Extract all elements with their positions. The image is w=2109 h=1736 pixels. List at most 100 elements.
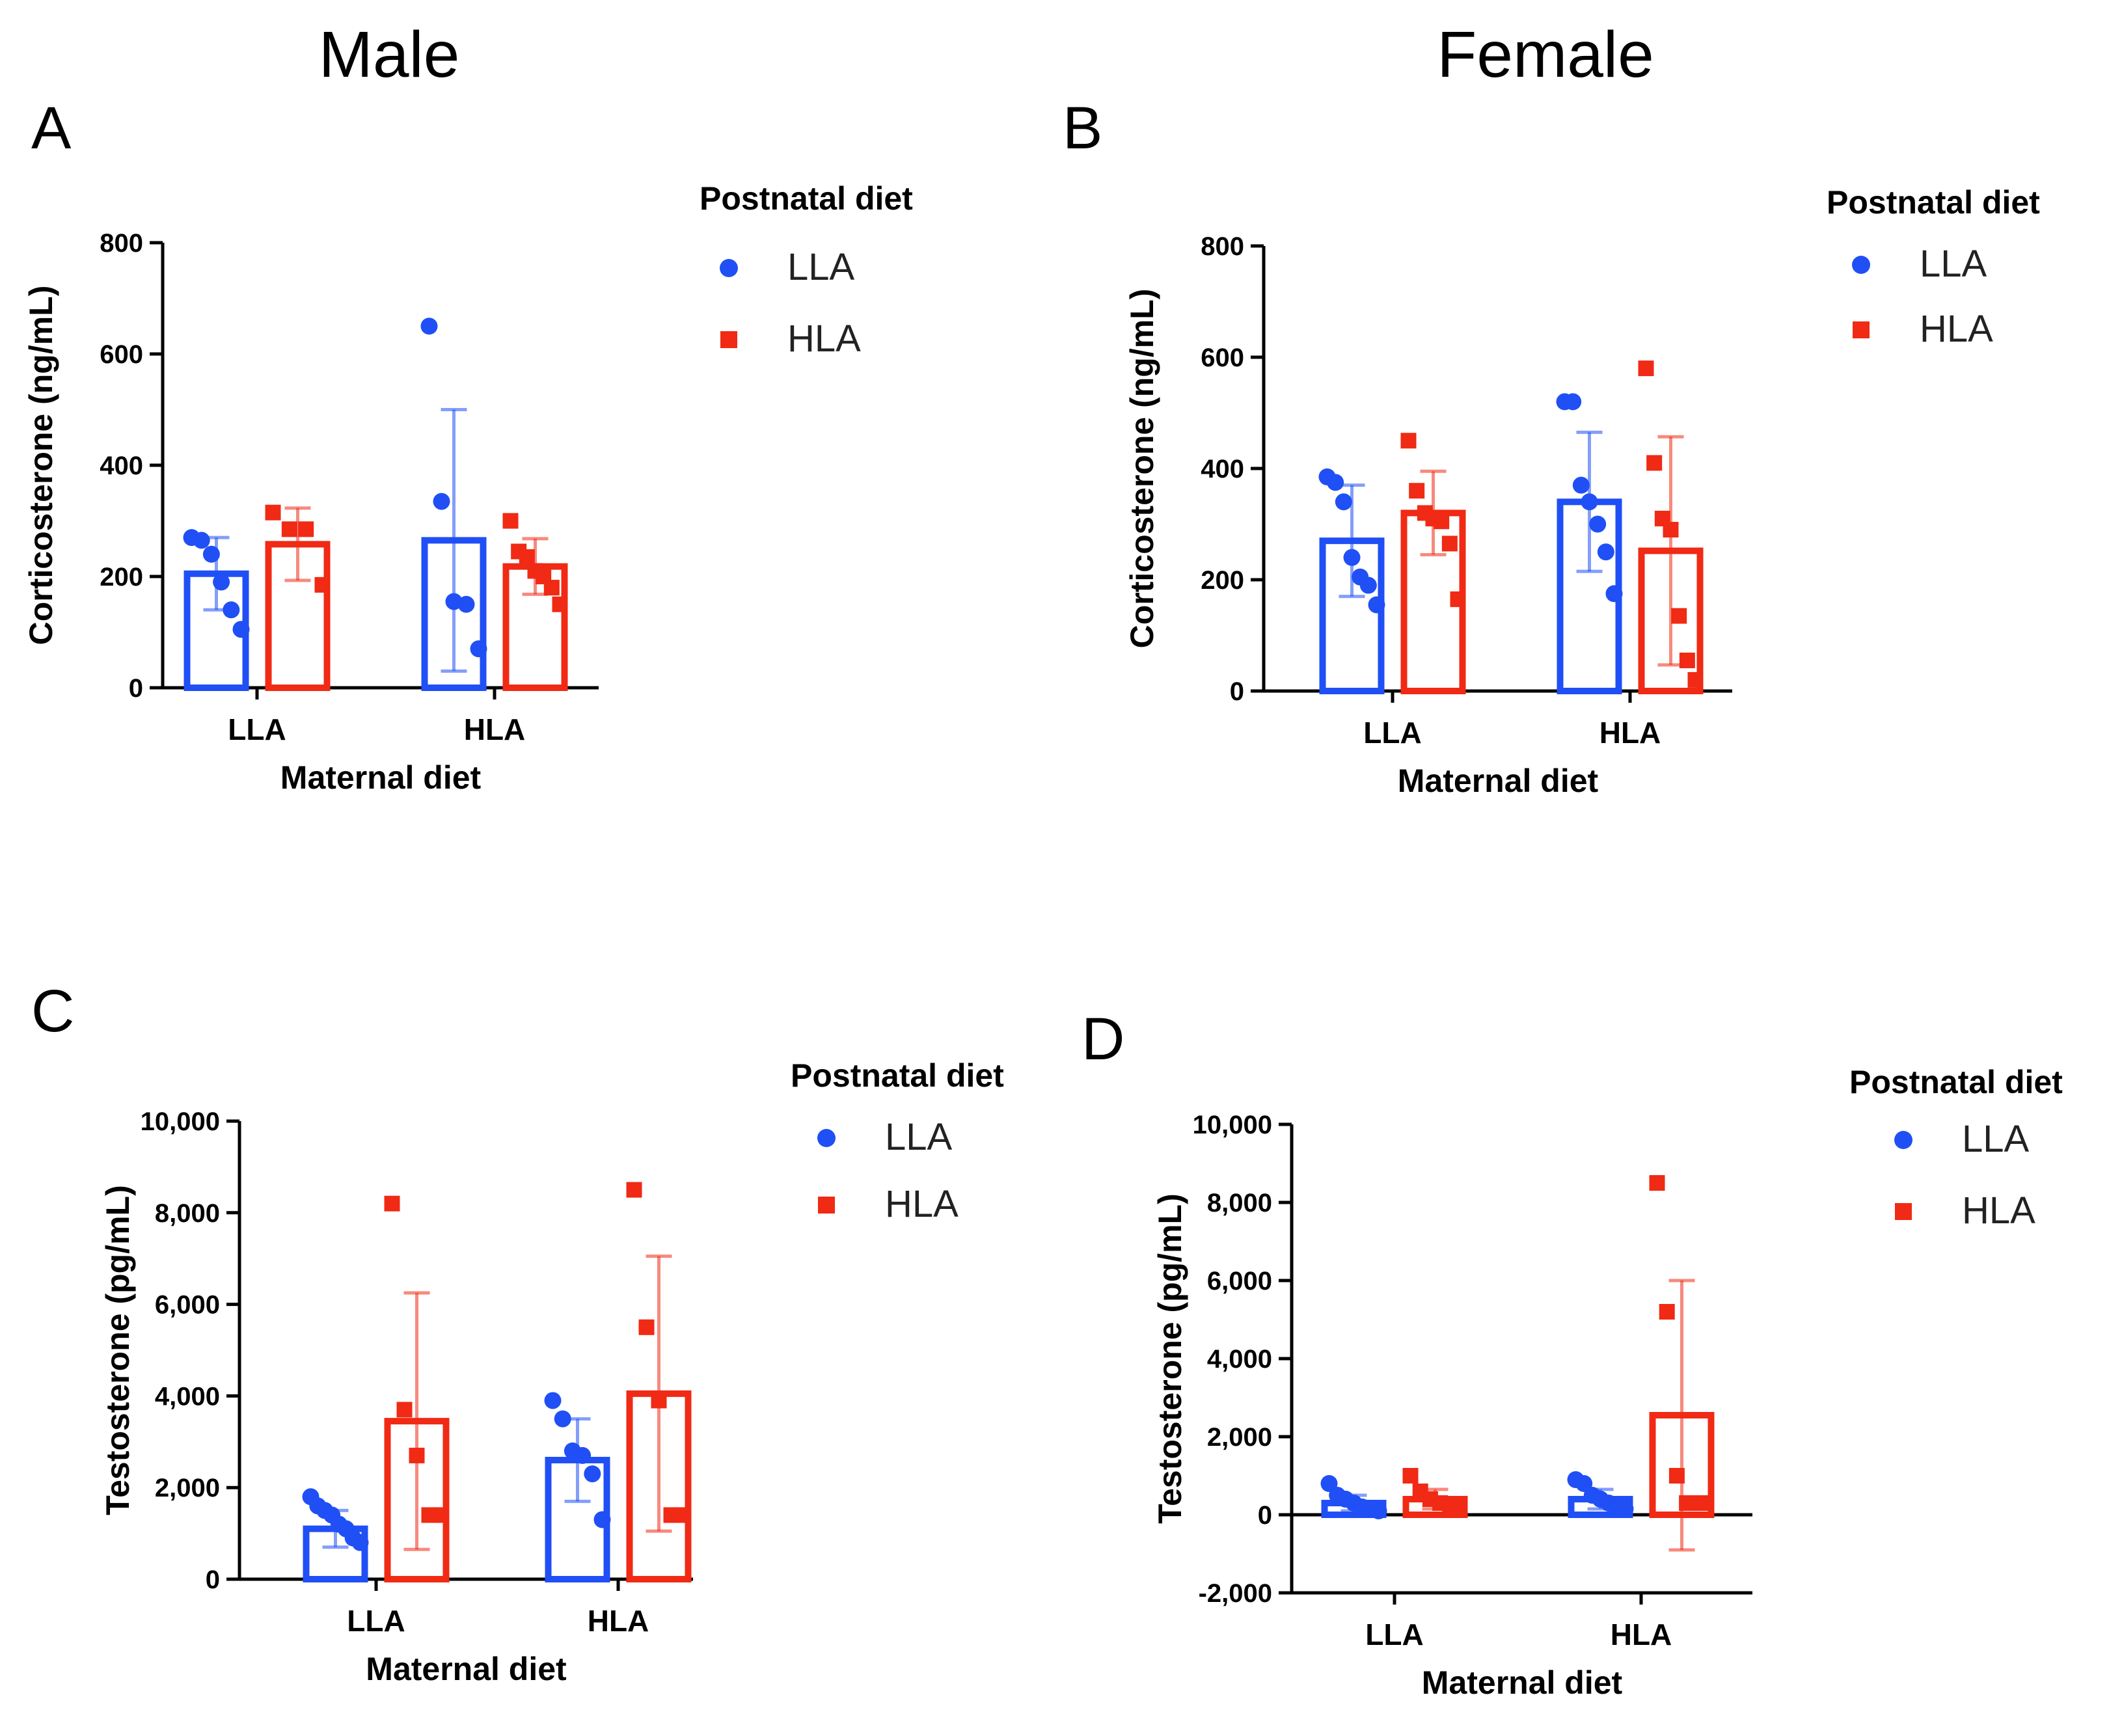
y-tick-label: 800 bbox=[1201, 232, 1244, 261]
panel-letter: D bbox=[1082, 1006, 1124, 1072]
data-point-lla bbox=[584, 1465, 601, 1483]
data-point-hla bbox=[384, 1195, 400, 1212]
data-point-hla bbox=[552, 596, 568, 612]
data-point-lla bbox=[1343, 549, 1361, 566]
data-point-hla bbox=[433, 1507, 450, 1523]
x-axis-title: Maternal diet bbox=[1398, 763, 1599, 799]
data-point-hla bbox=[1687, 671, 1704, 688]
data-point-lla bbox=[232, 621, 250, 638]
x-tick-label: HLA bbox=[464, 712, 526, 746]
data-point-hla bbox=[519, 549, 535, 565]
y-tick-label: 4,000 bbox=[1207, 1345, 1272, 1374]
data-point-hla bbox=[675, 1507, 692, 1523]
data-point-lla bbox=[1572, 476, 1590, 494]
data-point-lla bbox=[554, 1410, 571, 1428]
legend-marker-hla bbox=[720, 331, 737, 348]
legend-title: Postnatal diet bbox=[700, 180, 913, 217]
legend-marker-lla bbox=[817, 1129, 836, 1147]
y-tick-label: 2,000 bbox=[1207, 1423, 1272, 1452]
legend-label-hla: HLA bbox=[1920, 308, 1993, 350]
y-tick-label: 400 bbox=[1201, 455, 1244, 483]
legend-marker-lla bbox=[1852, 256, 1870, 274]
data-point-lla bbox=[544, 1392, 562, 1409]
y-tick-label: 10,000 bbox=[141, 1107, 220, 1136]
x-tick-label: HLA bbox=[1599, 716, 1661, 750]
y-tick-label: 0 bbox=[129, 674, 143, 703]
y-tick-label: 10,000 bbox=[1193, 1111, 1272, 1139]
y-tick-label: 0 bbox=[1258, 1501, 1272, 1530]
x-axis-title: Maternal diet bbox=[280, 759, 482, 796]
y-tick-label: 200 bbox=[1201, 566, 1244, 595]
data-point-lla bbox=[1575, 1475, 1593, 1492]
y-tick-label: 600 bbox=[1201, 344, 1244, 372]
data-point-hla bbox=[1409, 483, 1425, 499]
data-point-lla bbox=[470, 640, 487, 658]
legend-label-lla: LLA bbox=[885, 1116, 953, 1158]
data-point-hla bbox=[1679, 652, 1695, 668]
data-point-lla bbox=[433, 493, 450, 510]
data-point-lla bbox=[593, 1511, 611, 1528]
y-tick-label: 0 bbox=[206, 1566, 220, 1594]
data-point-hla bbox=[1400, 433, 1417, 449]
data-point-hla bbox=[409, 1447, 425, 1463]
legend-label-lla: LLA bbox=[1920, 243, 1987, 285]
data-point-hla bbox=[1671, 608, 1687, 624]
data-point-lla bbox=[574, 1446, 592, 1464]
data-point-hla bbox=[651, 1392, 667, 1409]
legend-marker-lla bbox=[720, 259, 738, 277]
panel-a: A 0 200 400 600 800 LLA HLA Maternal diet Cortico… bbox=[23, 95, 913, 796]
y-axis-title: Corticosterone (ng/mL) bbox=[23, 286, 59, 645]
data-point-lla bbox=[1327, 474, 1344, 491]
data-point-hla bbox=[1659, 1304, 1675, 1320]
data-point-hla bbox=[502, 513, 519, 529]
data-point-lla bbox=[1616, 1500, 1634, 1517]
x-tick-label: LLA bbox=[347, 1604, 405, 1638]
data-point-lla bbox=[1605, 585, 1623, 603]
y-tick-label: 8,000 bbox=[155, 1199, 220, 1228]
data-point-lla bbox=[1589, 515, 1607, 533]
y-tick-label: 600 bbox=[100, 340, 143, 369]
data-point-hla bbox=[626, 1182, 642, 1198]
data-point-hla bbox=[1452, 1501, 1468, 1517]
data-point-hla bbox=[1434, 513, 1450, 530]
data-point-lla bbox=[223, 601, 240, 619]
data-point-lla bbox=[193, 532, 210, 549]
data-point-hla bbox=[638, 1319, 655, 1335]
legend-marker-lla bbox=[1894, 1131, 1912, 1149]
x-axis-title: Maternal diet bbox=[366, 1651, 567, 1687]
data-point-hla bbox=[314, 576, 331, 593]
y-axis-title: Testosterone (pg/mL) bbox=[1152, 1193, 1188, 1523]
legend-label-lla: LLA bbox=[1962, 1118, 2030, 1160]
panel-d: D -2,000 0 2,000 4,000 6,000 8,000 10,000 LLA HLA… bbox=[1082, 1006, 2063, 1701]
panel-letter: A bbox=[31, 95, 72, 161]
x-tick-label: LLA bbox=[228, 712, 286, 746]
y-tick-label: 6,000 bbox=[155, 1291, 220, 1320]
data-point-hla bbox=[1649, 1175, 1665, 1191]
data-point-lla bbox=[1370, 1502, 1387, 1519]
y-tick-label: 2,000 bbox=[155, 1474, 220, 1502]
data-point-lla bbox=[1368, 596, 1385, 614]
data-point-lla bbox=[1597, 543, 1614, 561]
legend-title: Postnatal diet bbox=[791, 1057, 1004, 1094]
data-point-lla bbox=[457, 595, 475, 613]
y-axis-title: Corticosterone (ng/mL) bbox=[1124, 289, 1160, 649]
data-point-hla bbox=[1663, 522, 1679, 538]
y-tick-label: 200 bbox=[100, 563, 143, 591]
y-tick-label: 0 bbox=[1230, 677, 1244, 706]
panel-c: C 0 2,000 4,000 6,000 8,000 10,000 LLA HLA Matern… bbox=[31, 978, 1004, 1687]
legend-label-lla: LLA bbox=[787, 246, 855, 288]
legend-label-hla: HLA bbox=[885, 1183, 959, 1225]
x-axis-title: Maternal diet bbox=[1422, 1664, 1623, 1701]
y-tick-label: 800 bbox=[100, 229, 143, 258]
y-tick-label: 8,000 bbox=[1207, 1189, 1272, 1217]
x-tick-label: LLA bbox=[1365, 1618, 1423, 1651]
legend-marker-hla bbox=[1895, 1203, 1912, 1220]
legend-marker-hla bbox=[818, 1197, 835, 1214]
x-tick-label: HLA bbox=[588, 1604, 649, 1638]
data-point-hla bbox=[1638, 360, 1654, 377]
legend-title: Postnatal diet bbox=[1849, 1064, 2063, 1100]
data-point-hla bbox=[1450, 591, 1466, 607]
y-tick-label: -2,000 bbox=[1199, 1579, 1272, 1608]
